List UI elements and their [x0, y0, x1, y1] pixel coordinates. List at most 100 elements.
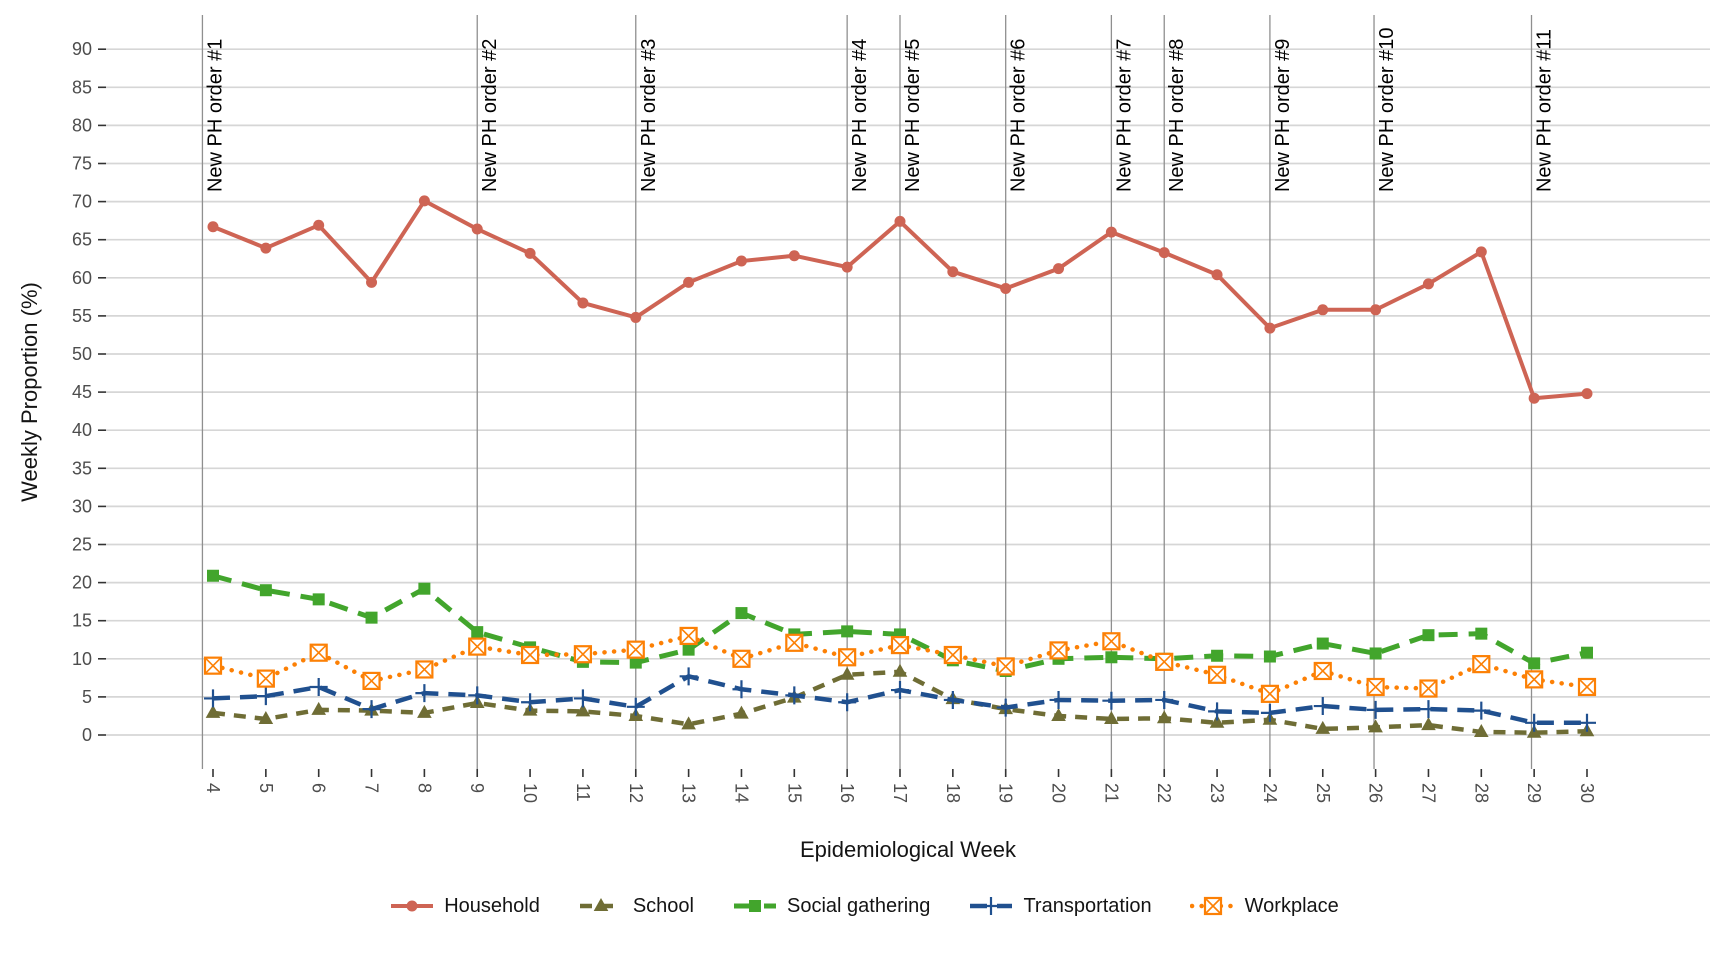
marker-circle [406, 900, 418, 912]
marker-circle [1053, 263, 1065, 275]
marker-plus [415, 684, 434, 703]
marker-square-x-cross [204, 657, 222, 675]
x-tick-label-11: 11 [573, 783, 593, 802]
marker-square [841, 625, 854, 638]
y-tick-label-35: 35 [72, 458, 92, 478]
legend-item-school: School [578, 892, 694, 920]
x-tick-label-27: 27 [1418, 783, 1438, 803]
marker-plus [521, 693, 540, 712]
marker-circle [947, 266, 959, 278]
marker-square-x-cross [944, 646, 962, 664]
marker-square-x-cross [1204, 897, 1222, 915]
x-tick-label-10: 10 [520, 783, 540, 803]
marker-square-x-cross [521, 646, 539, 664]
marker-triangle [1156, 710, 1172, 724]
marker-circle [630, 311, 642, 323]
marker-square-x-cross [1367, 678, 1385, 696]
marker-plus [679, 667, 698, 686]
marker-circle [260, 242, 272, 254]
marker-square [312, 593, 325, 606]
x-tick-label-12: 12 [626, 783, 646, 803]
marker-square [1211, 649, 1224, 662]
marker-plus [838, 693, 857, 712]
marker-plus [1525, 713, 1544, 732]
x-tick-label-23: 23 [1207, 783, 1227, 803]
y-tick-label-45: 45 [72, 382, 92, 402]
legend-label-household: Household [444, 894, 540, 917]
marker-circle [1317, 304, 1329, 316]
marker-square-x-cross [257, 670, 275, 688]
marker-square-x-cross [732, 650, 751, 668]
series-transportation [204, 667, 1596, 732]
marker-square [207, 569, 219, 582]
legend-key-workplace [1189, 896, 1236, 916]
marker-circle [1528, 392, 1540, 404]
marker-square [1263, 650, 1276, 663]
marker-square [1580, 646, 1593, 659]
marker-triangle [311, 701, 326, 715]
y-tick-label-10: 10 [72, 649, 92, 669]
y-tick-label-80: 80 [72, 115, 92, 135]
marker-square-x-cross [1261, 685, 1279, 703]
marker-square-x-cross [415, 660, 433, 679]
y-tick-label-15: 15 [72, 611, 92, 631]
ph-order-label-2: New PH order #2 [479, 39, 501, 192]
marker-circle [1158, 247, 1170, 259]
marker-circle [1581, 388, 1593, 400]
legend: Household School Social gathering Transport… [0, 892, 1728, 920]
marker-circle [471, 223, 483, 235]
gridlines [106, 48, 1710, 736]
marker-square-x-cross [1155, 653, 1173, 671]
ph-order-label-1: New PH order #1 [204, 39, 226, 192]
marker-square-x-cross [1049, 641, 1068, 659]
marker-square-x-cross [785, 634, 803, 652]
x-tick-label-9: 9 [467, 783, 487, 793]
ph-order-label-3: New PH order #3 [638, 39, 660, 192]
marker-plus [732, 680, 751, 699]
marker-square-x-cross [1314, 662, 1332, 680]
ph-order-label-11: New PH order #11 [1534, 29, 1556, 192]
marker-circle [894, 215, 906, 227]
marker-plus [1260, 703, 1279, 722]
marker-square-x-cross [1578, 678, 1596, 696]
marker-circle [841, 261, 853, 273]
marker-circle [1211, 269, 1223, 281]
marker-plus [256, 687, 275, 706]
marker-square-x-cross [627, 641, 645, 659]
series-household [207, 195, 1593, 404]
marker-square-x-cross [362, 672, 381, 690]
marker-triangle [1104, 710, 1119, 724]
marker-square [1369, 647, 1382, 660]
marker-circle [1000, 282, 1012, 294]
marker-square [1528, 657, 1541, 670]
marker-square-x-cross [997, 657, 1015, 675]
marker-plus [1155, 690, 1174, 709]
marker-triangle [258, 710, 274, 724]
legend-key-social-gathering [734, 900, 776, 912]
marker-plus [468, 686, 487, 705]
x-axis-title: Epidemiological Week [799, 837, 1017, 862]
marker-triangle [1315, 720, 1331, 734]
marker-plus [1578, 713, 1596, 732]
marker-square [471, 626, 484, 639]
marker-square [749, 900, 761, 912]
ph-order-label-10: New PH order #10 [1376, 27, 1398, 192]
marker-plus [204, 689, 222, 708]
marker-circle [207, 221, 219, 233]
x-tick-label-4: 4 [203, 783, 223, 793]
x-tick-label-6: 6 [309, 783, 329, 793]
marker-circle [1370, 304, 1382, 316]
y-tick-label-70: 70 [72, 192, 92, 212]
marker-square-x-cross [1208, 666, 1226, 684]
marker-circle [1105, 226, 1117, 238]
x-tick-label-14: 14 [731, 783, 751, 803]
marker-plus [1366, 700, 1385, 719]
marker-square-x-cross [1102, 632, 1120, 650]
ph-order-label-4: New PH order #4 [849, 39, 871, 192]
ph-order-label-9: New PH order #9 [1272, 39, 1294, 192]
marker-square-x-cross [838, 648, 856, 666]
legend-label-school: School [632, 894, 694, 917]
marker-circle [1475, 246, 1487, 258]
y-tick-label-50: 50 [72, 344, 92, 364]
